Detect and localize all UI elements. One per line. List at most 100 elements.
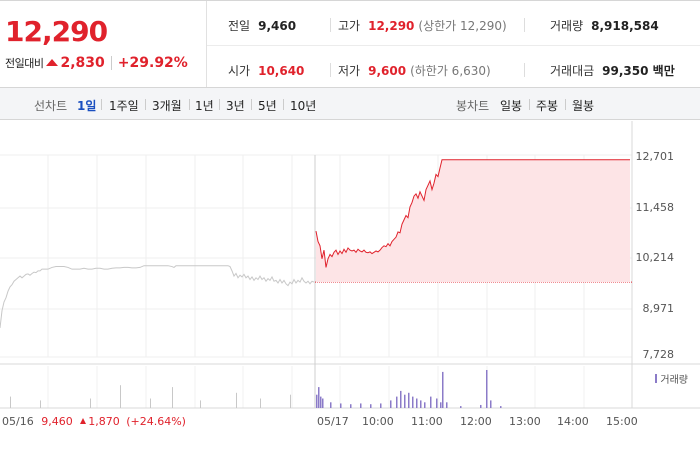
volume-bar bbox=[408, 392, 410, 408]
volume-bar bbox=[400, 390, 402, 408]
volume-bar bbox=[340, 403, 342, 408]
volume-bar bbox=[500, 406, 502, 408]
volume-bar bbox=[120, 385, 121, 408]
price-chart[interactable]: 12,701 11,458 10,214 8,971 7,728 거래량 05/… bbox=[0, 121, 700, 450]
tab-5y[interactable]: 5년 bbox=[258, 99, 277, 113]
volume-bar bbox=[260, 398, 261, 408]
high-label: 고가 bbox=[338, 19, 361, 33]
divider bbox=[101, 99, 102, 110]
x-tick-label: 12:00 bbox=[460, 415, 492, 428]
divider bbox=[207, 45, 700, 46]
current-price: 12,290 bbox=[5, 15, 108, 48]
open-value: 10,640 bbox=[258, 64, 305, 78]
volume-bar bbox=[318, 387, 320, 408]
chart-toolbar: 선차트 1일 1주일 3개월 1년 3년 5년 10년 봉차트 일봉 주봉 월봉 bbox=[0, 88, 700, 120]
price-summary: 12,290 전일대비 2,830 +29.92% 전일 9,460 고가 12… bbox=[0, 0, 700, 88]
divider bbox=[565, 99, 566, 110]
y-tick-label: 8,971 bbox=[642, 302, 675, 315]
today-area bbox=[316, 159, 630, 283]
volume-bar bbox=[172, 387, 173, 408]
x-tick-label: 10:00 bbox=[362, 415, 394, 428]
x-tick-label: 13:00 bbox=[509, 415, 541, 428]
volume-bar bbox=[442, 371, 444, 408]
volume-bar bbox=[290, 394, 291, 408]
up-triangle-icon bbox=[80, 418, 87, 424]
y-tick-label: 7,728 bbox=[642, 348, 675, 361]
low-value: 9,600 bbox=[368, 64, 407, 78]
prev-close-cell: 전일 9,460 bbox=[228, 17, 296, 34]
tab-1y[interactable]: 1년 bbox=[195, 99, 214, 113]
tab-1d[interactable]: 1일 bbox=[77, 99, 97, 113]
tab-10y[interactable]: 10년 bbox=[290, 99, 317, 113]
low-label: 저가 bbox=[338, 64, 361, 78]
change-percent: +29.92% bbox=[117, 55, 188, 71]
tab-3m[interactable]: 3개월 bbox=[152, 99, 182, 113]
current-price-box: 12,290 전일대비 2,830 +29.92% bbox=[0, 1, 207, 87]
prev-close-label: 전일 bbox=[228, 19, 251, 33]
volume-bar bbox=[396, 396, 398, 408]
volume-bar bbox=[150, 398, 151, 408]
divider bbox=[145, 99, 146, 110]
volume-legend-label: 거래량 bbox=[660, 375, 688, 386]
x-tick-label: 15:00 bbox=[606, 415, 638, 428]
volume-bar bbox=[316, 394, 318, 408]
x-tick-label: 05/17 bbox=[317, 415, 349, 428]
open-cell: 시가 10,640 bbox=[228, 62, 304, 79]
change-label: 전일대비 bbox=[5, 57, 44, 70]
volume-bar bbox=[460, 406, 462, 408]
volume-bar bbox=[40, 400, 41, 408]
volume-bar bbox=[420, 400, 422, 408]
volume-bar bbox=[320, 396, 322, 408]
volume-bar bbox=[200, 400, 201, 408]
divider bbox=[524, 18, 525, 32]
high-value: 12,290 bbox=[368, 19, 415, 33]
volume-swatch bbox=[655, 374, 658, 383]
divider bbox=[251, 99, 252, 110]
tab-1w[interactable]: 1주일 bbox=[109, 99, 139, 113]
prev-day-close: 9,460 bbox=[41, 415, 73, 428]
volume-value: 8,918,584 bbox=[591, 19, 659, 33]
x-tick-label: 14:00 bbox=[557, 415, 589, 428]
lower-limit: (하한가 6,630) bbox=[410, 64, 491, 78]
divider bbox=[219, 99, 220, 110]
today-price-line bbox=[315, 159, 630, 268]
upper-limit: (상한가 12,290) bbox=[418, 19, 507, 33]
divider bbox=[330, 63, 331, 77]
divider bbox=[283, 99, 284, 110]
volume-bar bbox=[390, 400, 392, 408]
prev-day-line bbox=[0, 265, 315, 329]
volume-label: 거래량 bbox=[550, 19, 584, 33]
volume-bar bbox=[10, 396, 11, 408]
volume-bar bbox=[440, 402, 442, 408]
prev-close-value: 9,460 bbox=[258, 19, 297, 33]
open-label: 시가 bbox=[228, 64, 251, 78]
tab-3y[interactable]: 3년 bbox=[226, 99, 245, 113]
divider bbox=[189, 99, 190, 110]
volume-bar bbox=[330, 402, 332, 408]
tab-weekly[interactable]: 주봉 bbox=[536, 99, 559, 113]
change-value: 2,830 bbox=[60, 55, 105, 71]
candle-chart-label: 봉차트 bbox=[456, 99, 490, 113]
volume-bar bbox=[480, 404, 482, 408]
x-tick-label: 11:00 bbox=[411, 415, 443, 428]
y-tick-label: 11,458 bbox=[635, 201, 675, 214]
change-row: 전일대비 2,830 +29.92% bbox=[5, 55, 188, 71]
tab-daily[interactable]: 일봉 bbox=[500, 99, 523, 113]
y-tick-label: 12,701 bbox=[635, 150, 675, 163]
volume-bar bbox=[404, 394, 406, 408]
volume-cell: 거래량 8,918,584 bbox=[550, 17, 659, 34]
volume-bar bbox=[236, 392, 237, 408]
volume-bar bbox=[412, 396, 414, 408]
prev-day-date: 05/16 bbox=[2, 415, 34, 428]
divider bbox=[529, 99, 530, 110]
volume-bar bbox=[360, 403, 362, 408]
divider bbox=[330, 18, 331, 32]
tab-monthly[interactable]: 월봉 bbox=[572, 99, 595, 113]
volume-bar bbox=[322, 398, 324, 408]
volume-bar bbox=[424, 402, 426, 408]
high-cell: 고가 12,290 (상한가 12,290) bbox=[338, 17, 507, 34]
volume-bar bbox=[446, 402, 448, 408]
volume-bar bbox=[490, 400, 492, 408]
divider bbox=[110, 56, 112, 70]
